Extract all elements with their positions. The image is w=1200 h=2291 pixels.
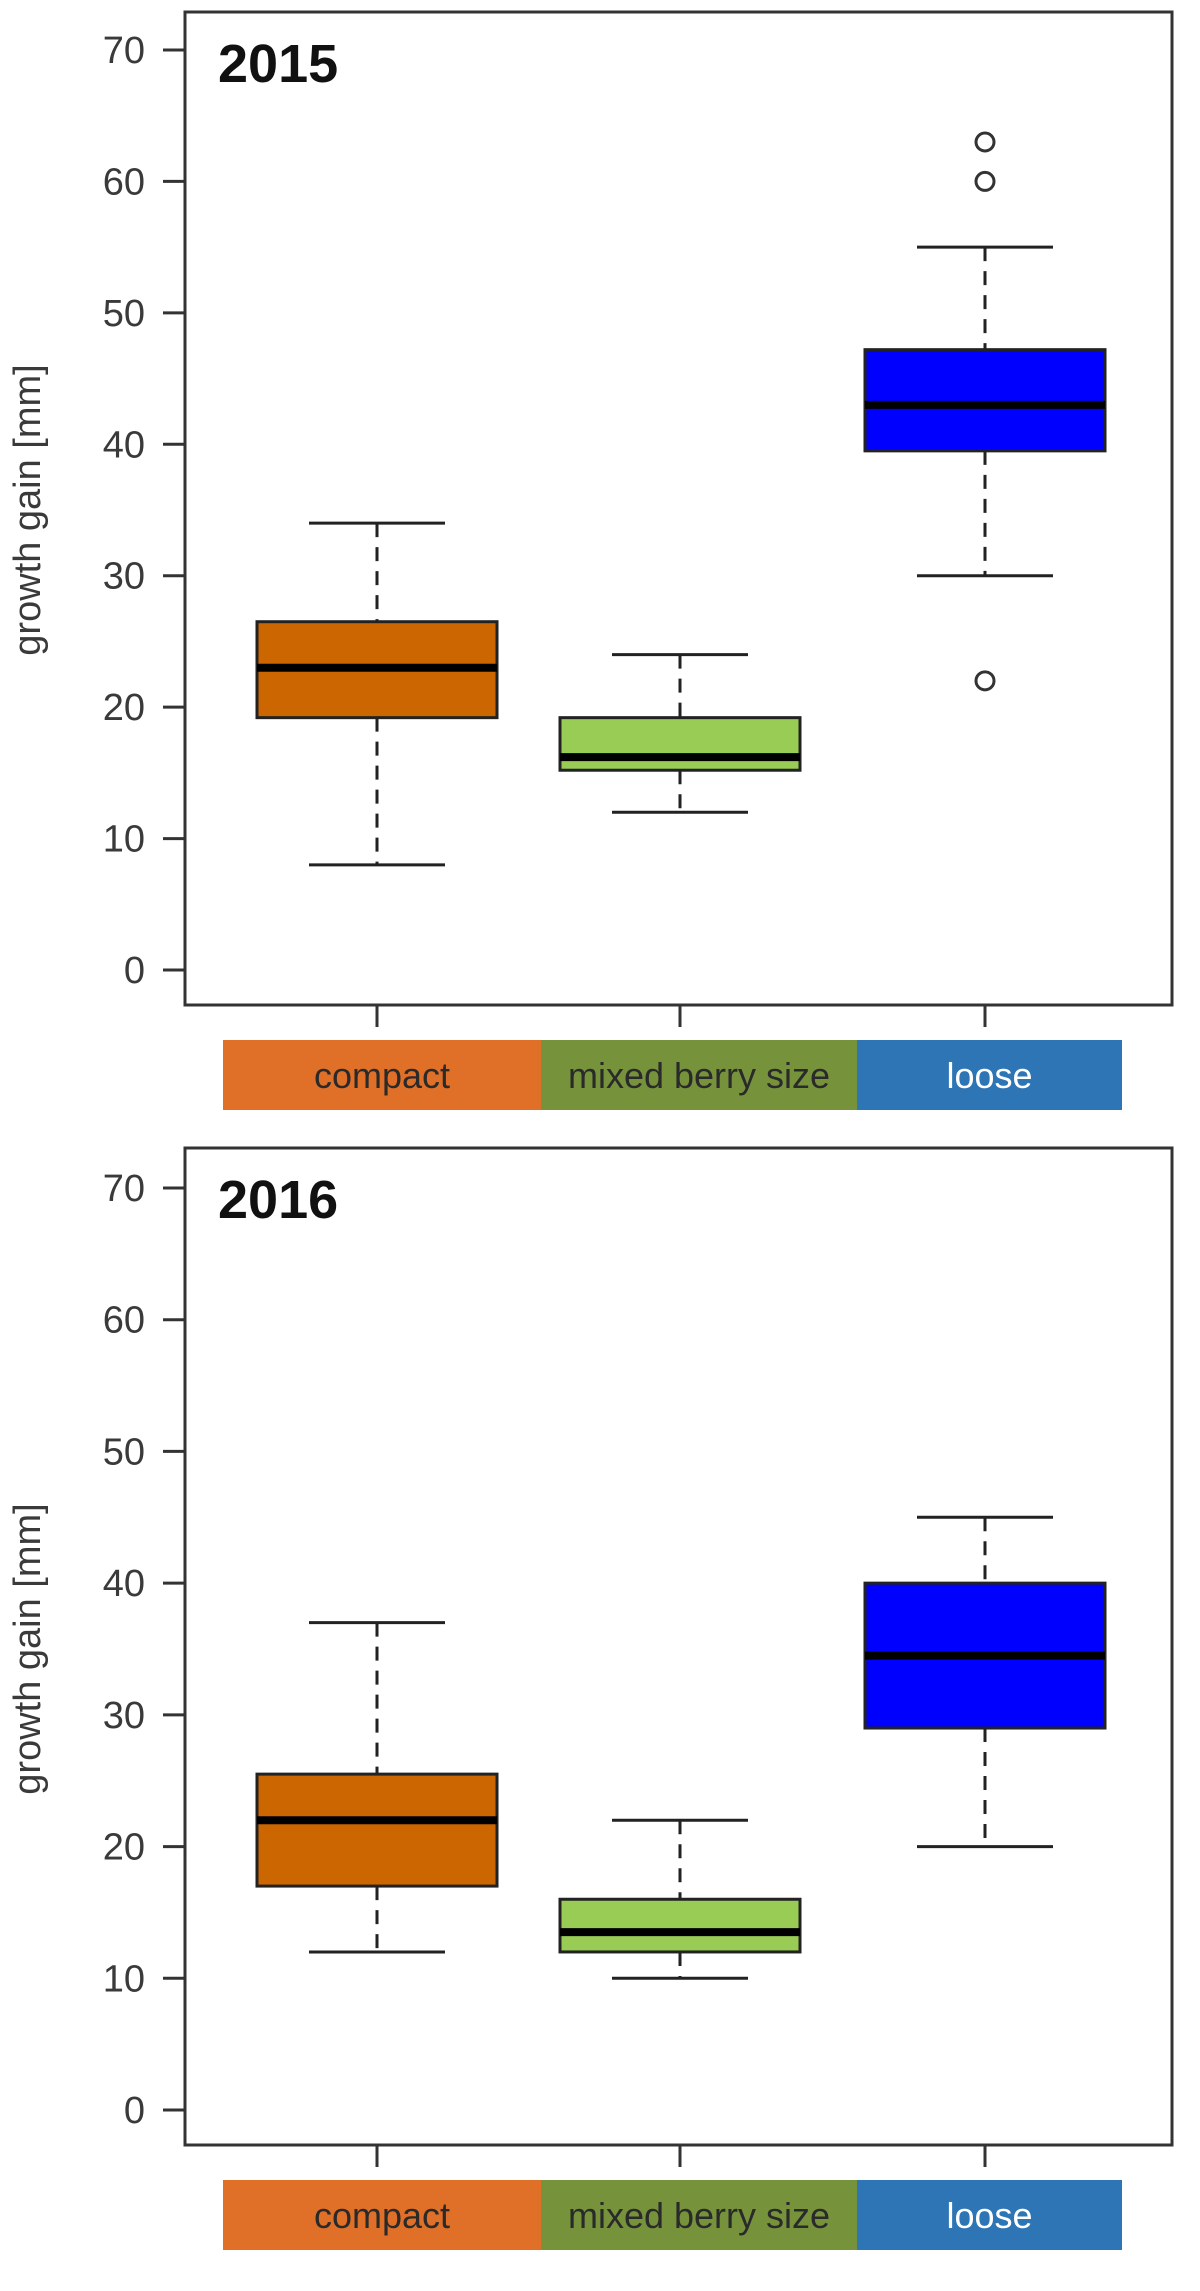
category-label: loose (946, 1055, 1032, 1096)
y-tick-label: 30 (103, 556, 145, 598)
category-band-mixed-berry-size (541, 2180, 857, 2250)
y-tick-label: 50 (103, 293, 145, 335)
y-tick-label: 20 (103, 687, 145, 729)
category-band-compact (223, 2180, 541, 2250)
y-tick-label: 10 (103, 819, 145, 861)
category-band-loose (857, 1040, 1122, 1110)
chart-panel-2016: 0 10 20 30 40 50 60 70 growth gain [mm] 2016 compa… (7, 1146, 1174, 2250)
category-band-loose (857, 2180, 1122, 2250)
category-label: mixed berry size (568, 2195, 830, 2236)
y-tick-label: 40 (103, 424, 145, 466)
box-mixed berry size (558, 1818, 802, 1980)
y-tick-label: 10 (103, 1958, 145, 2000)
y-tick-label: 0 (124, 2090, 145, 2132)
category-label: mixed berry size (568, 1055, 830, 1096)
y-tick-label: 0 (124, 950, 145, 992)
iqr-box (558, 1897, 802, 1954)
category-label: loose (946, 2195, 1032, 2236)
iqr-box (863, 348, 1107, 453)
chart-panel-2015: 0 10 20 30 40 50 60 70 growth gain [mm] 2015 compa… (7, 10, 1174, 1110)
y-tick-label: 20 (103, 1827, 145, 1869)
y-tick-label: 30 (103, 1695, 145, 1737)
y-tick-label: 40 (103, 1563, 145, 1605)
category-label: compact (314, 2195, 450, 2236)
y-tick-label: 50 (103, 1431, 145, 1473)
plot-frame (183, 10, 1174, 1007)
outlier-point (974, 670, 996, 692)
outlier-point (974, 170, 996, 192)
box-compact (255, 1621, 499, 1954)
box-loose (863, 131, 1107, 692)
panel-title: 2016 (218, 1170, 338, 1230)
iqr-box (558, 716, 802, 772)
outlier-point (974, 131, 996, 153)
category-label: compact (314, 1055, 450, 1096)
y-tick-label: 60 (103, 1300, 145, 1342)
box-mixed berry size (558, 653, 802, 814)
panel-title: 2015 (218, 34, 338, 94)
y-tick-label: 70 (103, 1168, 145, 1210)
box-loose (863, 1515, 1107, 1849)
y-axis-label: growth gain [mm] (7, 364, 49, 655)
y-tick-label: 70 (103, 30, 145, 72)
category-band-compact (223, 1040, 541, 1110)
iqr-box (255, 1772, 499, 1888)
y-axis-label: growth gain [mm] (7, 1503, 49, 1794)
category-band-mixed-berry-size (541, 1040, 857, 1110)
y-tick-label: 60 (103, 161, 145, 203)
box-compact (255, 521, 499, 867)
